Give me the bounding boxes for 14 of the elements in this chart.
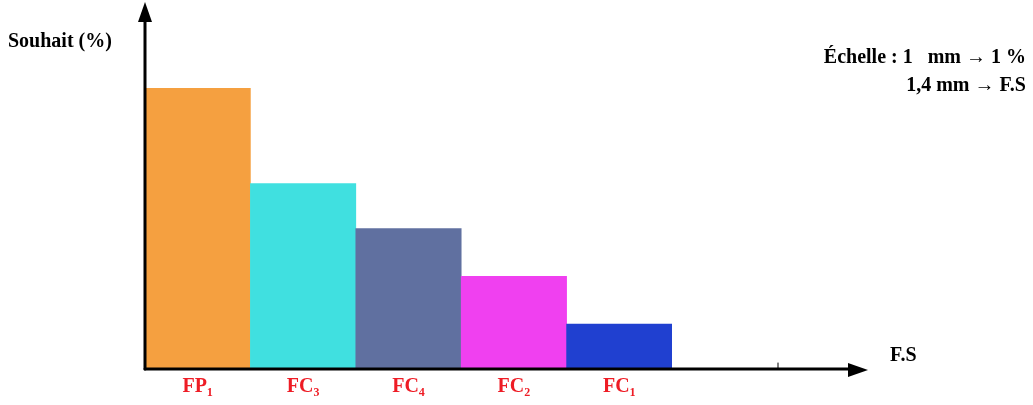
x-tick-label: FC₃ [286,374,320,397]
x-tick-label: FP₁ [182,374,213,397]
bar [566,323,672,369]
bar [250,183,357,369]
text: 1,4 mm → F.S [906,73,1026,96]
text: Échelle : 1 mm → 1 % [823,45,1026,68]
bar [460,275,567,369]
x-tick-label: FC₁ [602,374,636,397]
y-axis-title: Souhait (%) [8,29,112,53]
x-tick-label: FC₂ [497,374,531,397]
bar [145,88,251,369]
bar [355,228,462,369]
x-tick-label: FC₄ [392,374,425,397]
text: F.S [890,343,917,366]
